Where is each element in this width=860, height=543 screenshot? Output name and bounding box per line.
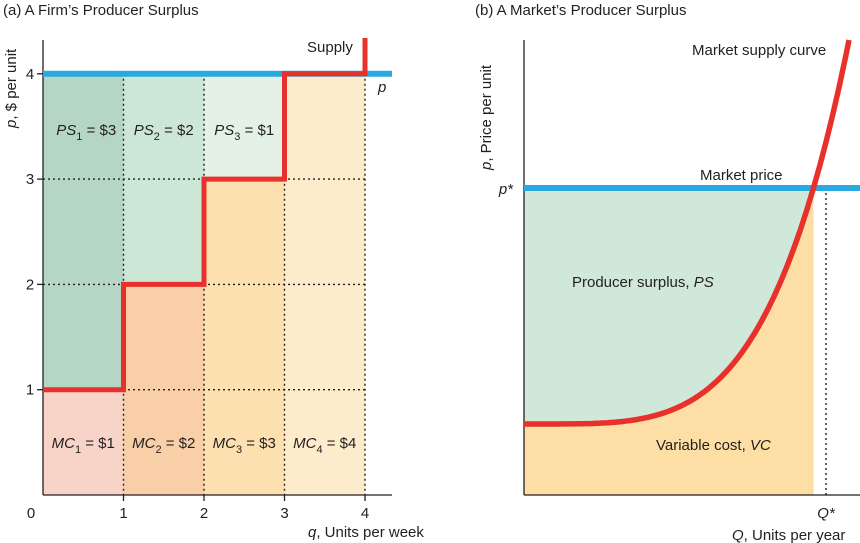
panel-b-y-axis-title: p, Price per unit	[478, 64, 495, 171]
ps-area-3	[204, 73, 285, 180]
panel-b-x-axis-title: Q, Units per year	[732, 527, 845, 543]
panel-a-title: (a) A Firm’s Producer Surplus	[3, 2, 199, 19]
panel-b-supply-label: Market supply curve	[692, 42, 826, 59]
mc-label-3: MC3 = $3	[213, 435, 276, 456]
panel-b-x-axis-text: , Units per year	[744, 527, 846, 543]
x-tick-label-2: 2	[200, 505, 208, 522]
y-tick-label-2: 2	[26, 276, 34, 293]
ps-label-1: PS1 = $3	[56, 122, 116, 143]
panel-a-tick-marks: 0 1 2 3 4 1 2 3 4	[26, 66, 369, 522]
panel-b-market-supply-curve	[524, 39, 852, 427]
panel-b-variable-cost-area	[524, 188, 814, 495]
panel-a-supply-curve	[43, 38, 368, 393]
panel-a-x-axis-text: , Units per week	[316, 524, 424, 541]
x-tick-label-3: 3	[280, 505, 288, 522]
ps-label-3: PS3 = $1	[214, 122, 274, 143]
panel-a-y-axis-text: , $ per unit	[3, 48, 20, 120]
panel-b-ps-label-var: PS	[694, 274, 714, 291]
mc-area-3	[204, 179, 285, 495]
mc-label-1: MC1 = $1	[52, 435, 115, 456]
panel-a-y-axis-var: p	[3, 120, 20, 129]
panel-b-vc-label-var: VC	[750, 437, 771, 454]
panel-b-y-axis-text: , Price per unit	[478, 64, 495, 162]
panel-b-market-producer-surplus: (b) A Market’s Producer Surplus Market s…	[475, 2, 860, 543]
y-tick-label-3: 3	[26, 171, 34, 188]
x-tick-label-0: 0	[27, 505, 35, 522]
panel-b-y-tick-price: p*	[498, 181, 514, 198]
panel-b-ps-label: Producer surplus, PS	[572, 274, 714, 291]
panel-b-title: (b) A Market’s Producer Surplus	[475, 2, 686, 19]
panel-b-vc-label-text: Variable cost,	[656, 437, 750, 454]
y-tick-label-4: 4	[26, 66, 34, 83]
panel-b-producer-surplus-area	[524, 188, 814, 424]
mc-label-4: MC4 = $4	[293, 435, 356, 456]
panel-b-vc-label: Variable cost, VC	[656, 437, 771, 454]
panel-b-y-axis-var: p	[478, 162, 495, 171]
ps-area-1	[43, 73, 124, 390]
panel-a-supply-label: Supply	[307, 39, 353, 56]
panel-a-area-fills	[43, 73, 365, 496]
panel-a-x-axis-var: q	[308, 524, 317, 541]
panel-b-x-tick-quantity: Q*	[817, 505, 836, 522]
panel-b-price-label: Market price	[700, 167, 783, 184]
y-tick-label-1: 1	[26, 382, 34, 399]
x-tick-label-4: 4	[361, 505, 369, 522]
panel-a-price-label: p	[377, 79, 386, 96]
panel-a-x-axis-title: q, Units per week	[308, 524, 424, 541]
panel-b-x-axis-var: Q	[732, 527, 744, 543]
panel-a-labels: PS1 = $3 PS2 = $2 PS3 = $1 MC1 = $1 MC2 = $2…	[52, 122, 357, 456]
panel-a-y-axis-title: p, $ per unit	[3, 48, 20, 129]
panel-a-firm-producer-surplus: (a) A Firm’s Producer Surplus 0 1 2 3 41234 …	[3, 2, 424, 541]
ps-label-2: PS2 = $2	[134, 122, 194, 143]
panel-b-ps-label-text: Producer surplus,	[572, 274, 694, 291]
x-tick-label-1: 1	[119, 505, 127, 522]
mc-area-1	[43, 389, 124, 495]
mc-label-2: MC2 = $2	[132, 435, 195, 456]
